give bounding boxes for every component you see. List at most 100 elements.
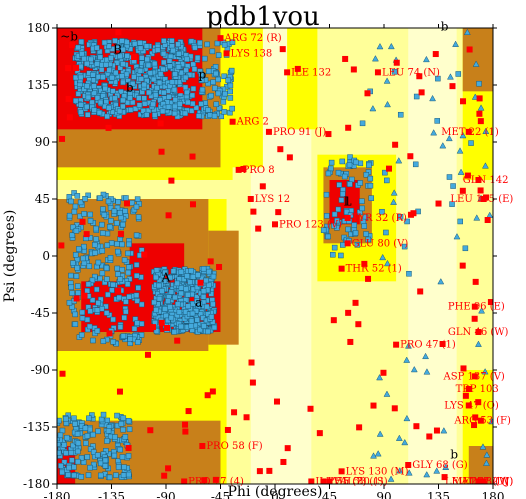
residue-point xyxy=(383,229,389,236)
glycine-point xyxy=(429,94,437,102)
residue-point xyxy=(84,83,90,89)
glycine-point xyxy=(401,438,409,446)
residue-point xyxy=(123,71,130,78)
residue-point xyxy=(97,195,103,201)
residue-point xyxy=(339,242,346,248)
glycine-point xyxy=(403,414,411,422)
glycine-point xyxy=(479,443,487,450)
y-tick-label: -180 xyxy=(23,477,50,491)
x-tick-label: -135 xyxy=(98,490,125,499)
outlier-point xyxy=(462,392,469,399)
residue-point xyxy=(80,255,86,262)
outlier-point xyxy=(106,330,113,337)
residue-point xyxy=(100,206,106,212)
residue-point xyxy=(462,245,469,252)
residue-label: LYS 138 xyxy=(231,48,273,59)
outlier-point xyxy=(417,288,424,295)
residue-point xyxy=(359,120,366,127)
residue-point xyxy=(68,284,74,291)
outlier-point xyxy=(250,208,257,215)
residue-point xyxy=(63,415,69,422)
residue-point xyxy=(107,205,114,211)
residue-point xyxy=(105,428,112,434)
residue-point xyxy=(94,44,100,51)
residue-point xyxy=(112,38,118,44)
outlier-point xyxy=(144,351,151,358)
residue-point xyxy=(104,438,110,444)
residue-point xyxy=(78,109,84,116)
residue-point xyxy=(90,337,96,344)
outlier-point xyxy=(115,29,122,36)
residue-point xyxy=(195,272,201,278)
glycine-point xyxy=(433,467,441,474)
residue-point xyxy=(141,81,148,88)
residue-point xyxy=(79,315,86,322)
glycine-point xyxy=(395,157,403,164)
residue-point xyxy=(382,169,388,176)
residue-point xyxy=(215,52,222,58)
residue-point xyxy=(168,314,175,321)
glycine-point xyxy=(447,73,454,80)
outlier-point xyxy=(115,287,122,294)
residue-point xyxy=(64,434,70,441)
residue-point xyxy=(97,54,104,61)
outlier-point xyxy=(477,187,484,194)
outlier-point xyxy=(255,225,262,232)
residue-point xyxy=(205,328,211,335)
labeled-residue-point xyxy=(338,468,345,475)
outlier-point xyxy=(147,427,154,434)
residue-point xyxy=(140,108,147,114)
residue-point xyxy=(120,426,126,433)
residue-label: LEU 105 (E) xyxy=(450,194,513,205)
residue-point xyxy=(211,113,218,119)
residue-point xyxy=(229,39,236,45)
residue-point xyxy=(194,284,201,291)
x-tick-label: -90 xyxy=(156,490,175,499)
labeled-residue-point xyxy=(393,341,400,348)
residue-point xyxy=(121,464,127,470)
residue-point xyxy=(183,56,190,63)
outlier-point xyxy=(174,337,181,344)
residue-point xyxy=(154,85,160,91)
residue-point xyxy=(211,324,218,331)
residue-point xyxy=(100,338,107,344)
residue-point xyxy=(95,300,101,306)
labeled-residue-point xyxy=(235,166,242,173)
outlier-point xyxy=(435,200,442,207)
labeled-residue-point xyxy=(199,443,206,449)
glycine-point xyxy=(456,147,464,154)
glycine-point xyxy=(369,104,377,112)
glycine-point xyxy=(376,430,384,437)
residue-point xyxy=(160,66,166,73)
residue-point xyxy=(109,74,115,81)
residue-point xyxy=(77,199,84,206)
residue-point xyxy=(153,328,160,334)
glycine-point xyxy=(478,307,486,314)
residue-point xyxy=(96,109,103,116)
outlier-point xyxy=(58,242,65,249)
residue-point xyxy=(97,472,104,479)
residue-point xyxy=(124,281,131,287)
residue-point xyxy=(99,221,105,228)
outlier-point xyxy=(165,212,172,219)
residue-point xyxy=(104,276,110,282)
outlier-point xyxy=(164,324,171,331)
outlier-point xyxy=(243,414,250,421)
residue-point xyxy=(171,86,178,93)
residue-point xyxy=(134,298,141,304)
x-tick-label: 135 xyxy=(427,490,450,499)
residue-label: LEU 257 (D) xyxy=(445,476,509,487)
outlier-point xyxy=(459,262,466,269)
residue-point xyxy=(117,324,124,330)
residue-point xyxy=(66,464,72,471)
residue-point xyxy=(133,203,140,210)
outlier-point xyxy=(256,468,263,475)
outlier-point xyxy=(286,154,293,161)
outlier-point xyxy=(356,424,363,431)
outlier-point xyxy=(350,66,357,73)
residue-point xyxy=(137,40,143,46)
residue-point xyxy=(404,218,410,225)
residue-point xyxy=(75,44,81,51)
residue-point xyxy=(188,38,195,45)
outlier-point xyxy=(273,398,280,405)
